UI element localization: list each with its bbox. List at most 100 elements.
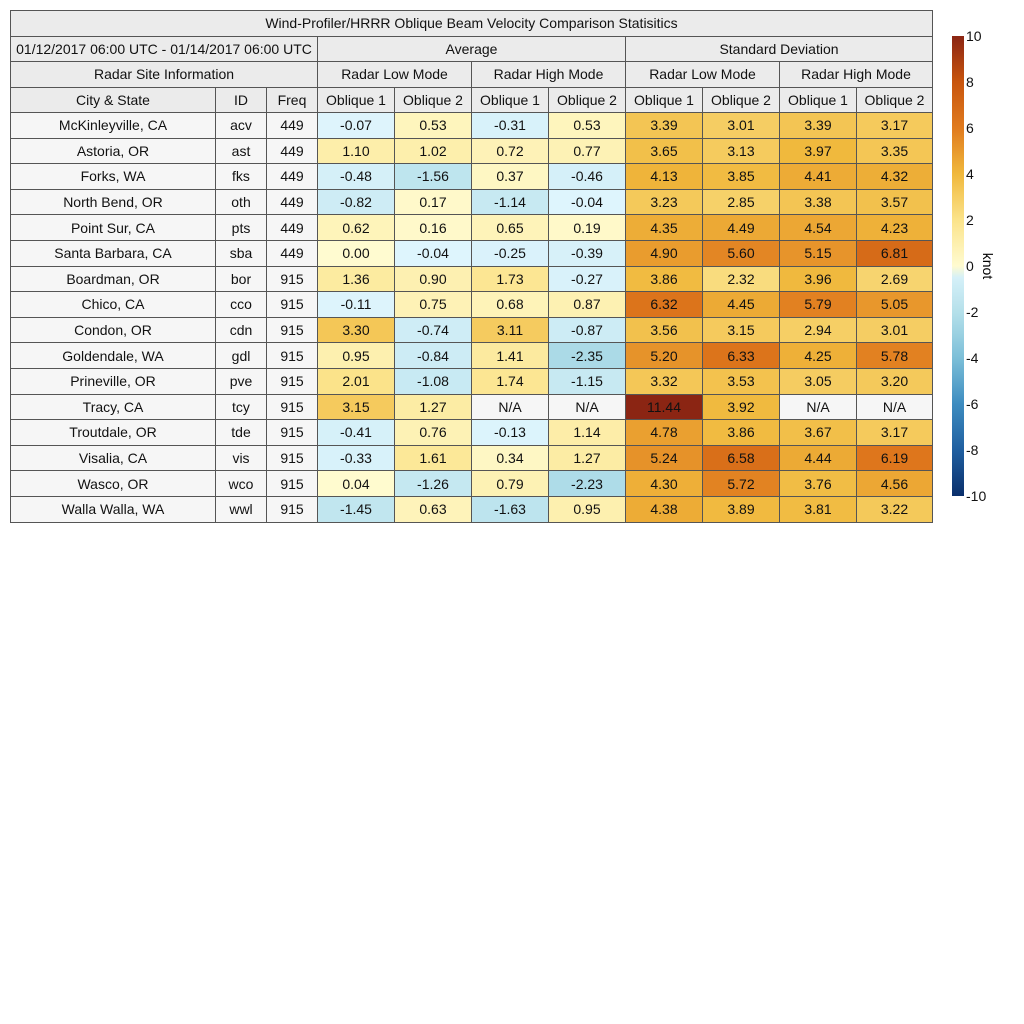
value-cell: -0.84 — [394, 342, 472, 369]
city-cell: North Bend, OR — [10, 188, 216, 216]
table-row: Walla Walla, WA wwl 915 -1.45 0.63 -1.63 0.95 4… — [10, 495, 933, 523]
city-cell: Boardman, OR — [10, 265, 216, 293]
value-cell: 0.63 — [394, 495, 472, 523]
value-cell: -1.15 — [548, 367, 626, 395]
table-row: Visalia, CA vis 915 -0.33 1.61 0.34 1.27 5.24 6.… — [10, 444, 933, 472]
value-cell: 4.41 — [779, 163, 857, 190]
value-cell: 0.37 — [471, 163, 549, 190]
city-cell: Chico, CA — [10, 291, 216, 318]
value-cell: -0.11 — [317, 291, 395, 318]
freq-cell: 915 — [266, 316, 318, 344]
table-row: North Bend, OR oth 449 -0.82 0.17 -1.14 -0.04 3… — [10, 188, 933, 216]
value-cell: 4.23 — [856, 214, 933, 241]
value-cell: 0.62 — [317, 214, 395, 241]
table-row: Condon, OR cdn 915 3.30 -0.74 3.11 -0.87 3.56 3.… — [10, 316, 933, 344]
table-row: Goldendale, WA gdl 915 0.95 -0.84 1.41 -2.35 5.… — [10, 342, 933, 369]
city-cell: Goldendale, WA — [10, 342, 216, 369]
colorbar-tick: 4 — [966, 166, 974, 182]
value-cell: 0.76 — [394, 419, 472, 446]
value-cell: 5.24 — [625, 444, 703, 472]
value-cell: 0.68 — [471, 291, 549, 318]
value-cell: 5.05 — [856, 291, 933, 318]
value-cell: -0.07 — [317, 112, 395, 139]
column-header: Oblique 2 — [394, 86, 472, 113]
id-cell: acv — [215, 112, 267, 139]
value-cell: 3.32 — [625, 367, 703, 395]
value-cell: 4.44 — [779, 444, 857, 472]
table-title: Wind-Profiler/HRRR Oblique Beam Velocity… — [10, 10, 933, 37]
value-cell: 4.45 — [702, 291, 780, 318]
table-row: Forks, WA fks 449 -0.48 -1.56 0.37 -0.46 4.13 3.… — [10, 163, 933, 190]
group-header-average: Average — [317, 35, 626, 62]
id-cell: tde — [215, 419, 267, 446]
value-cell: 6.33 — [702, 342, 780, 369]
value-cell: 1.27 — [394, 393, 472, 421]
value-cell: 5.60 — [702, 239, 780, 267]
value-cell: 4.13 — [625, 163, 703, 190]
value-cell: 4.32 — [856, 163, 933, 190]
freq-cell: 915 — [266, 495, 318, 523]
value-cell: 3.92 — [702, 393, 780, 421]
value-cell: 4.90 — [625, 239, 703, 267]
freq-cell: 449 — [266, 163, 318, 190]
colorbar-tick: -2 — [966, 304, 979, 320]
id-cell: gdl — [215, 342, 267, 369]
value-cell: 3.39 — [779, 112, 857, 139]
freq-cell: 915 — [266, 393, 318, 421]
id-cell: cco — [215, 291, 267, 318]
freq-cell: 449 — [266, 239, 318, 267]
table-row: Boardman, OR bor 915 1.36 0.90 1.73 -0.27 3.86 2… — [10, 265, 933, 293]
table-row: McKinleyville, CA acv 449 -0.07 0.53 -0.31 0.5… — [10, 112, 933, 139]
column-header: Oblique 2 — [548, 86, 626, 113]
value-cell: 0.95 — [317, 342, 395, 369]
value-cell: 3.67 — [779, 419, 857, 446]
value-cell: 1.36 — [317, 265, 395, 293]
value-cell: 0.72 — [471, 137, 549, 165]
value-cell: 1.27 — [548, 444, 626, 472]
value-cell: 3.15 — [702, 316, 780, 344]
freq-cell: 915 — [266, 291, 318, 318]
city-cell: Condon, OR — [10, 316, 216, 344]
column-header: Oblique 2 — [856, 86, 933, 113]
city-cell: Santa Barbara, CA — [10, 239, 216, 267]
value-cell: 0.16 — [394, 214, 472, 241]
value-cell: 0.87 — [548, 291, 626, 318]
freq-cell: 915 — [266, 342, 318, 369]
value-cell: 1.74 — [471, 367, 549, 395]
value-cell: 5.79 — [779, 291, 857, 318]
id-cell: fks — [215, 163, 267, 190]
value-cell: 3.86 — [625, 265, 703, 293]
value-cell: -2.23 — [548, 470, 626, 497]
value-cell: 3.17 — [856, 419, 933, 446]
city-cell: McKinleyville, CA — [10, 112, 216, 139]
city-cell: Troutdale, OR — [10, 419, 216, 446]
value-cell: 3.30 — [317, 316, 395, 344]
id-cell: oth — [215, 188, 267, 216]
mode-header: Radar High Mode — [471, 61, 626, 88]
value-cell: -0.46 — [548, 163, 626, 190]
value-cell: -1.26 — [394, 470, 472, 497]
value-cell: 0.00 — [317, 239, 395, 267]
value-cell: 3.01 — [702, 112, 780, 139]
value-cell: 3.53 — [702, 367, 780, 395]
table-row: Astoria, OR ast 449 1.10 1.02 0.72 0.77 3.65 3.1… — [10, 137, 933, 165]
value-cell: 3.56 — [625, 316, 703, 344]
value-cell: 1.14 — [548, 419, 626, 446]
colorbar-tick: 0 — [966, 258, 974, 274]
value-cell: 6.81 — [856, 239, 933, 267]
id-cell: wco — [215, 470, 267, 497]
value-cell: 0.65 — [471, 214, 549, 241]
colorbar-tick: -6 — [966, 396, 979, 412]
freq-cell: 915 — [266, 419, 318, 446]
value-cell: 1.10 — [317, 137, 395, 165]
colorbar — [952, 36, 964, 496]
colorbar-tick: 2 — [966, 212, 974, 228]
value-cell: 4.38 — [625, 495, 703, 523]
value-cell: -1.56 — [394, 163, 472, 190]
value-cell: 0.19 — [548, 214, 626, 241]
value-cell: -0.33 — [317, 444, 395, 472]
colorbar-tick: 6 — [966, 120, 974, 136]
city-cell: Tracy, CA — [10, 393, 216, 421]
id-cell: bor — [215, 265, 267, 293]
value-cell: -0.04 — [548, 188, 626, 216]
